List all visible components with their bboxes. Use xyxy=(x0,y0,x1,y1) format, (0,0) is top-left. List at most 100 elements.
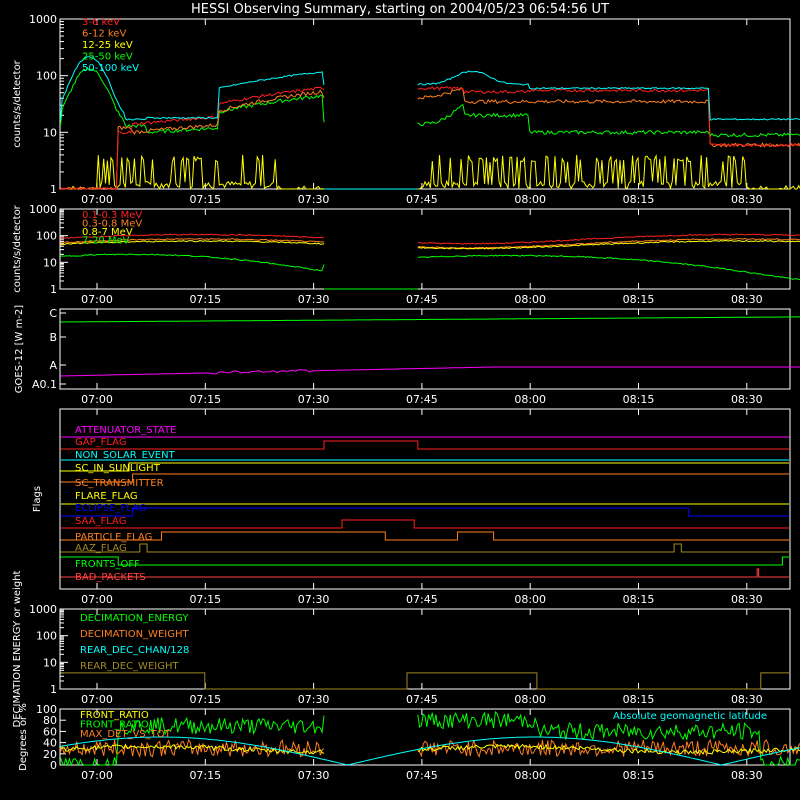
y-tick-label: 1 xyxy=(50,183,57,196)
x-tick-label: 08:15 xyxy=(623,693,655,706)
y-tick-label: 100 xyxy=(36,703,57,716)
y-axis-label: counts/s/detector xyxy=(12,59,23,147)
series-0-8-7-mev xyxy=(417,239,800,250)
flag-label: PARTICLE_FLAG xyxy=(75,532,152,543)
flag-label: NON_SOLAR_EVENT xyxy=(75,450,176,461)
x-tick-label: 07:00 xyxy=(81,193,113,206)
geomagnetic-latitude-series xyxy=(60,736,800,766)
y-tick-label: 1 xyxy=(50,683,57,696)
legend-entry: 7-20 MeV xyxy=(82,236,130,247)
legend-entry: 0.3-0.8 MeV xyxy=(82,219,142,230)
flag-label: SC_TRANSMITTER xyxy=(75,478,164,489)
x-tick-label: 07:30 xyxy=(298,193,330,206)
flag-label: FLARE_FLAG xyxy=(75,491,138,502)
y-tick-label: 10 xyxy=(43,126,57,139)
series-50-100-kev xyxy=(59,56,325,121)
x-tick-label: 08:15 xyxy=(623,769,655,782)
x-tick-label: 08:15 xyxy=(623,193,655,206)
series-0-3-0-8-mev xyxy=(60,237,325,244)
y-tick-label: B xyxy=(49,331,57,344)
panel-6: 07:00 07:15 07:30 07:45 08:00 08:15 08:30 02040… xyxy=(18,703,800,782)
series-6-12-kev xyxy=(417,86,800,148)
goes-long-series xyxy=(60,316,800,323)
x-tick-label: 08:30 xyxy=(731,293,763,306)
legend-entry: 3-6 keV xyxy=(82,17,120,28)
chart-title: HESSI Observing Summary, starting on 200… xyxy=(191,2,609,17)
flag-label: FRONTS_OFF xyxy=(75,559,140,570)
x-tick-label: 07:30 xyxy=(298,693,330,706)
series-0-1-0-3-mev xyxy=(60,233,325,239)
x-tick-label: 08:00 xyxy=(514,693,546,706)
x-tick-label: 08:30 xyxy=(731,593,763,606)
flag-label: SAA_FLAG xyxy=(75,516,126,527)
legend-entry: REAR_DEC_CHAN/128 xyxy=(80,645,189,656)
y-tick-label: 20 xyxy=(43,748,57,761)
y-axis-label: counts/s/detector xyxy=(12,204,23,292)
x-tick-label: 07:00 xyxy=(81,593,113,606)
x-tick-label: 07:15 xyxy=(189,593,221,606)
y-tick-label: 100 xyxy=(36,630,57,643)
series-12-25-kev xyxy=(417,153,800,190)
flag-line-sc-transmitter xyxy=(60,473,789,483)
panel-frame xyxy=(59,408,791,590)
x-tick-label: 07:45 xyxy=(406,393,438,406)
legend-entry: 25-50 keV xyxy=(82,52,133,63)
series-12-25-kev xyxy=(60,154,325,191)
y-tick-label: 0 xyxy=(50,759,57,772)
series-7-20-mev xyxy=(417,254,800,281)
y-tick-label: A0.1 xyxy=(32,378,57,391)
panel-frame xyxy=(59,308,791,390)
front-ratio-series xyxy=(417,743,800,755)
y-axis-label: GOES-12 [W m-2] xyxy=(14,305,25,393)
panel-2: 07:00 07:15 07:30 07:45 08:00 08:15 08:30 1 10 10… xyxy=(12,203,800,306)
x-tick-label: 07:30 xyxy=(298,769,330,782)
flag-line-sc-in-sunlight xyxy=(60,462,789,472)
x-tick-label: 07:45 xyxy=(406,293,438,306)
flag-line-bad-packets xyxy=(60,568,789,578)
x-tick-label: 08:30 xyxy=(731,193,763,206)
x-tick-label: 07:45 xyxy=(406,593,438,606)
y-axis-label: Flags xyxy=(32,486,43,512)
flag-line-fronts-off xyxy=(60,556,789,566)
flag-label: GAP_FLAG xyxy=(75,437,127,448)
legend-entry: DECIMATION_ENERGY xyxy=(80,613,189,624)
x-tick-label: 08:15 xyxy=(623,293,655,306)
series-0-8-7-mev xyxy=(60,240,325,246)
series-6-12-kev xyxy=(60,89,325,190)
x-tick-label: 07:15 xyxy=(189,769,221,782)
x-tick-label: 07:45 xyxy=(406,769,438,782)
panel-frame xyxy=(59,18,791,190)
y-tick-label: 80 xyxy=(43,714,57,727)
panels: 07:00 07:15 07:30 07:45 08:00 08:15 08:3011010… xyxy=(12,13,800,782)
x-tick-label: 07:15 xyxy=(189,693,221,706)
y-tick-label: 10 xyxy=(43,256,57,269)
geomagnetic-latitude-label: Absolute geomagnetic latitude xyxy=(613,711,767,722)
x-tick-label: 08:15 xyxy=(623,393,655,406)
legend-entry: DECIMATION_WEIGHT xyxy=(80,629,189,640)
flag-line-particle-flag xyxy=(60,531,789,541)
y-tick-label: A xyxy=(49,359,57,372)
series-3-6-kev xyxy=(60,86,325,190)
legend-entry: 0.8-7 MeV xyxy=(82,227,133,238)
panel-frame xyxy=(59,708,791,766)
y-tick-label: 40 xyxy=(43,737,57,750)
front-ratio-2-series xyxy=(417,710,800,766)
y-tick-label: 1000 xyxy=(29,203,57,216)
front-ratio-series xyxy=(60,743,325,755)
x-tick-label: 07:00 xyxy=(81,769,113,782)
flag-line-saa-flag xyxy=(60,519,789,529)
y-tick-label: C xyxy=(49,307,57,320)
series-50-100-kev xyxy=(417,70,800,121)
flag-line-gap-flag xyxy=(60,440,789,450)
x-tick-label: 07:45 xyxy=(406,693,438,706)
flag-label: SC_IN_SUNLIGHT xyxy=(75,463,161,474)
x-tick-label: 07:30 xyxy=(298,393,330,406)
panel-frame xyxy=(59,608,791,690)
flag-label: BAD_PACKETS xyxy=(75,572,146,583)
max-det-vs-tot-series xyxy=(59,738,325,758)
legend-entry: MAX_DET_VS_TOT xyxy=(80,729,172,740)
x-tick-label: 07:15 xyxy=(189,193,221,206)
panel-5: 07:00 07:15 07:30 07:45 08:00 08:15 08:30 1 10 10… xyxy=(12,570,791,727)
legend-entry: 0.1-0.3 MeV xyxy=(82,210,142,221)
x-tick-label: 08:30 xyxy=(731,393,763,406)
